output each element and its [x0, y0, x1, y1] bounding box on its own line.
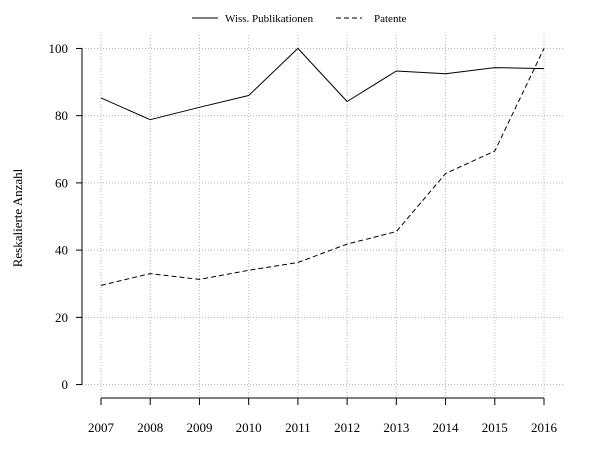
- y-tick-label: 100: [49, 41, 69, 56]
- y-axis-title: Reskalierte Anzahl: [10, 168, 25, 267]
- y-tick-label: 0: [62, 377, 69, 392]
- legend-label-patente: Patente: [374, 13, 406, 25]
- y-axis-ticks: 0 20 40 60 80 100: [49, 41, 82, 392]
- x-tick-label: 2015: [482, 420, 508, 435]
- x-axis-ticks: 2007 2008 2009 2010 2011 2012 2013 2014 2015 2016: [88, 398, 558, 435]
- y-tick-label: 20: [55, 310, 68, 325]
- x-tick-label: 2009: [186, 420, 212, 435]
- y-tick-label: 80: [55, 108, 68, 123]
- legend-label-publikationen: Wiss. Publikationen: [225, 13, 314, 25]
- x-tick-label: 2013: [383, 420, 409, 435]
- x-tick-label: 2016: [531, 420, 558, 435]
- series: [100, 47, 545, 286]
- series-line-publikationen: [100, 47, 545, 121]
- x-tick-label: 2010: [236, 420, 262, 435]
- x-tick-label: 2011: [285, 420, 311, 435]
- x-tick-label: 2007: [88, 420, 115, 435]
- x-tick-label: 2014: [433, 420, 460, 435]
- legend: Wiss. Publikationen Patente: [192, 13, 406, 25]
- y-tick-label: 60: [55, 175, 68, 190]
- series-line-patente: [100, 48, 545, 286]
- axes: [81, 48, 544, 399]
- x-tick-label: 2012: [334, 420, 360, 435]
- x-tick-label: 2008: [137, 420, 163, 435]
- y-tick-label: 40: [55, 243, 68, 258]
